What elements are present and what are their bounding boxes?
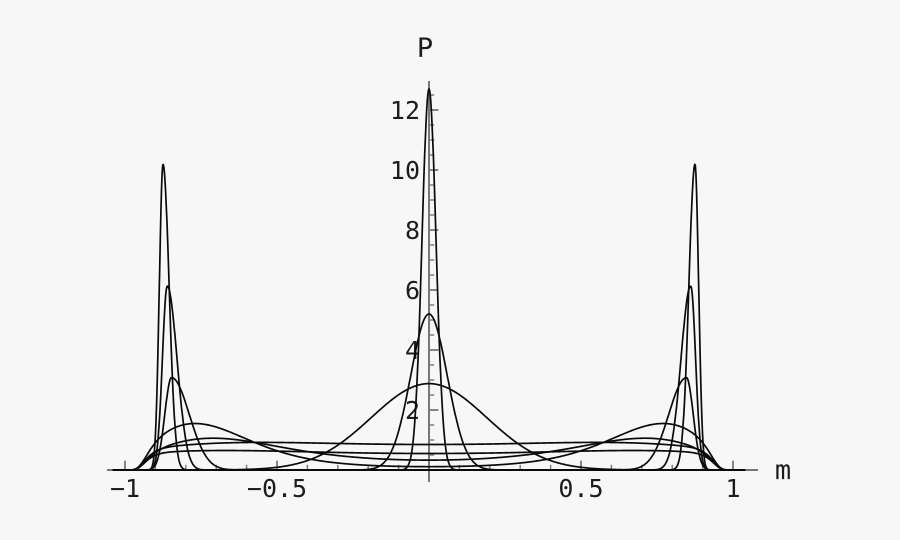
curve-group (112, 88, 746, 471)
curve-well-pair-medium (112, 437, 746, 471)
curve-center-sharp (112, 88, 746, 471)
x-tick-label: 0.5 (558, 474, 603, 503)
y-tick-label: 4 (405, 336, 420, 365)
y-tick-label: 8 (405, 216, 420, 245)
y-tick-label: 2 (405, 396, 420, 425)
x-tick-label: −1 (110, 474, 140, 503)
curve-well-pair-deep (112, 422, 746, 471)
curve-well-pair-broadest (112, 441, 746, 471)
y-tick-label: 12 (390, 96, 420, 125)
x-tick-label: −0.5 (247, 474, 307, 503)
x-axis-title: m (775, 455, 791, 486)
y-tick-label: 6 (405, 276, 420, 305)
curve-well-pair-flat (112, 449, 746, 471)
x-tick-label: 1 (725, 474, 740, 503)
y-tick-label: 10 (390, 156, 420, 185)
y-axis-title: P (417, 33, 433, 64)
